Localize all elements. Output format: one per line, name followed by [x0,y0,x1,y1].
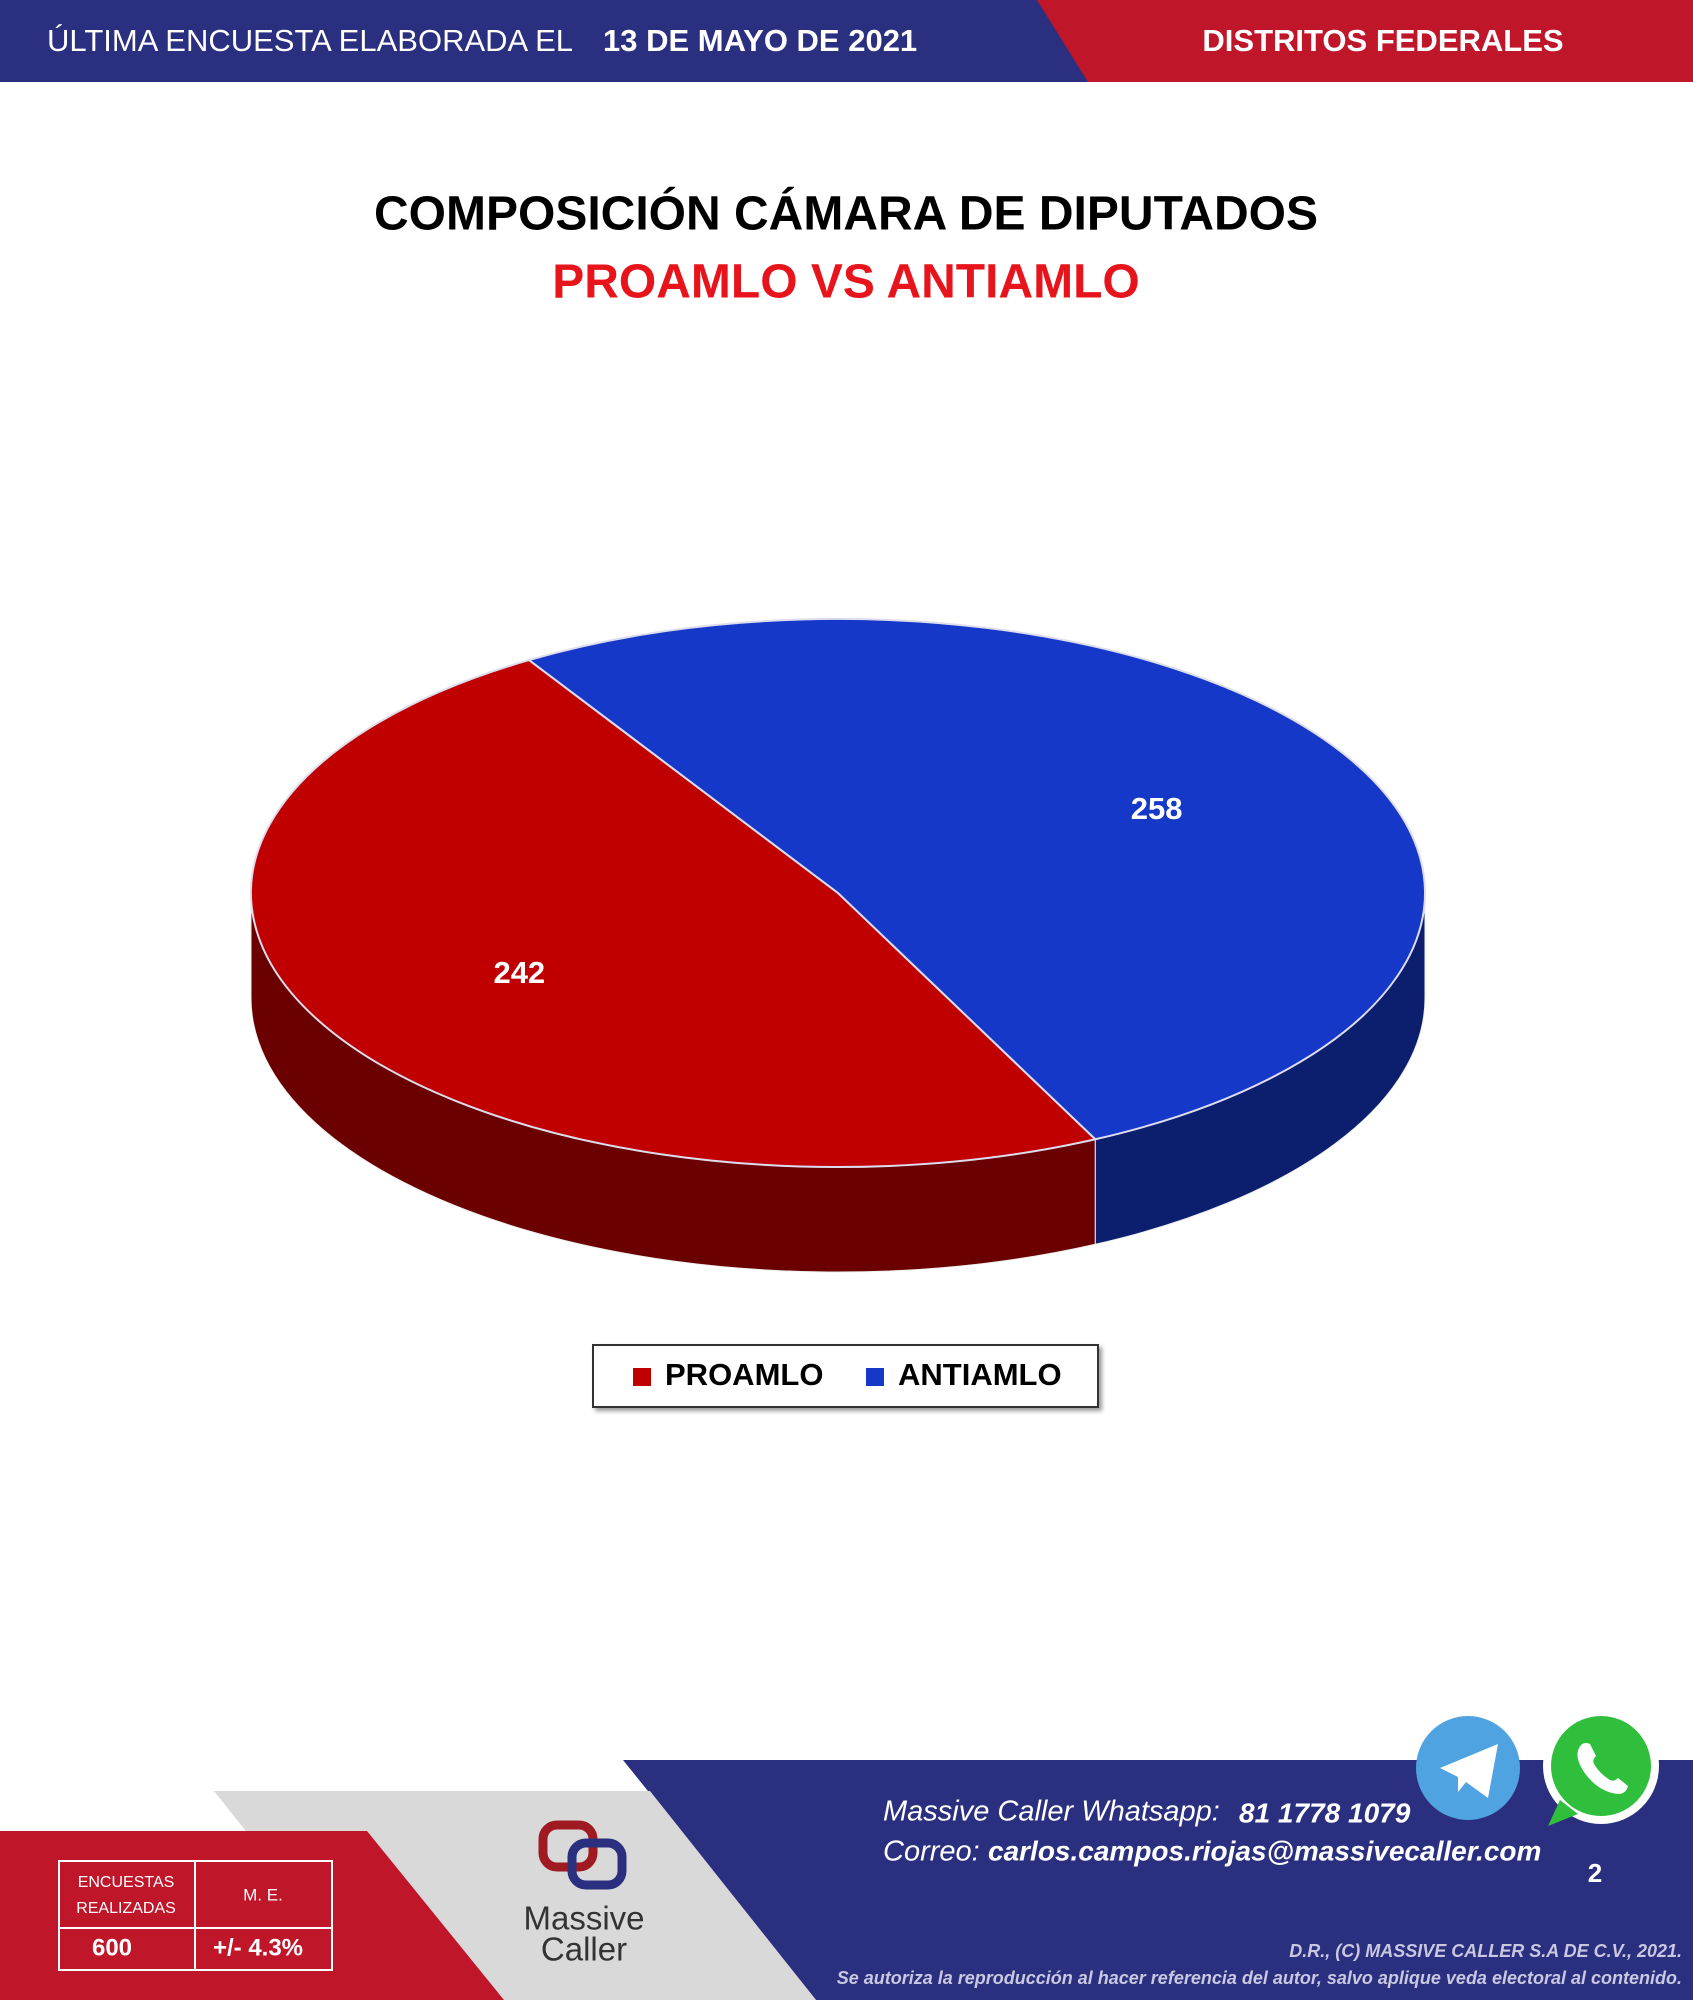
pie: 242 258 [250,618,1426,1273]
email: carlos.campos.riojas@massivecaller.com [988,1835,1541,1866]
pie-slice [250,658,1098,1168]
whatsapp-label: Massive Caller Whatsapp: [883,1796,1220,1828]
legend-label: ANTIAMLO [898,1357,1062,1392]
pie-slice [526,618,1426,1141]
data-label: 258 [1131,791,1183,826]
logo-bottom: Caller [541,1931,627,1968]
margin: +/- 4.3% [213,1934,303,1961]
legend-swatch [633,1368,651,1386]
telegram-icon[interactable] [1416,1716,1520,1820]
logo-top: Massive [523,1900,644,1937]
footer-blue [623,1760,1693,2000]
survey-label: ENCUESTAS REALIZADAS [76,1874,176,1917]
legend-box [592,1344,1099,1408]
whatsapp-icon[interactable] [1543,1708,1659,1826]
legend: PROAMLO ANTIAMLO [633,1357,1062,1392]
notice: Se autoriza la reproducción al hacer ref… [837,1968,1682,1988]
logo-icon [538,1820,627,1890]
data-label: 242 [493,955,545,990]
chart-subtitle: PROAMLO VS ANTIAMLO [552,256,1140,309]
legend-swatch [866,1368,884,1386]
whatsapp: 81 1778 1079 [1239,1797,1411,1828]
surveys: 600 [92,1934,132,1961]
page-number: 2 [1588,1858,1602,1888]
header-date: 13 DE MAYO DE 2021 [603,23,917,58]
header-red [1037,0,1693,82]
chart-title: COMPOSICIÓN CÁMARA DE DIPUTADOS [374,186,1318,241]
header-label: ÚLTIMA ENCUESTA ELABORADA EL [47,23,573,58]
stats-table [58,1860,333,1971]
copyright: D.R., (C) MASSIVE CALLER S.A DE C.V., 20… [1289,1941,1682,1961]
email-label: Correo: [883,1836,980,1868]
header-region: DISTRITOS FEDERALES [1202,23,1563,58]
legend-label: PROAMLO [665,1357,823,1392]
footer-red [0,1831,504,2000]
margin-label: M. E. [243,1885,283,1904]
